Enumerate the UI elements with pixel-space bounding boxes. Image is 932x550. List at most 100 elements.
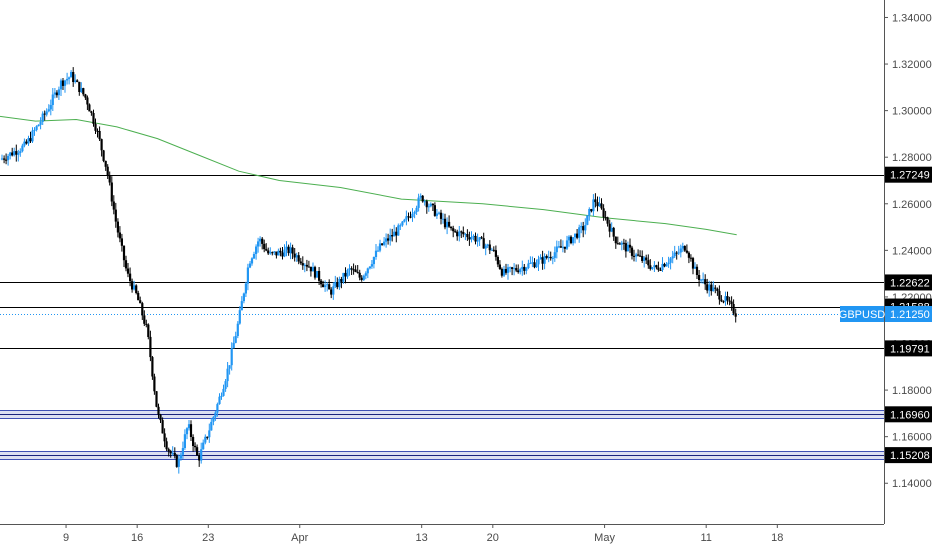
candle [494,245,497,261]
candle-body [124,260,128,269]
candle [139,296,142,304]
candle [643,256,646,268]
candle-body [5,159,8,161]
candle [124,255,128,272]
candle-body [608,223,611,232]
candle-body [630,247,634,256]
candle [187,420,191,431]
candle [462,226,465,238]
candle [291,244,294,260]
candle-body [192,437,195,446]
candle-body [720,299,723,302]
candle [411,208,414,222]
candle [415,205,418,215]
candle-body [401,221,404,226]
candles [0,67,737,474]
candle-body [63,80,67,86]
candle [567,235,571,247]
time-axis[interactable]: 9 16 23 Apr 13 20 May 11 18 [63,524,783,544]
candle [346,268,349,279]
candle [33,127,36,136]
candle [141,301,144,320]
candle [287,244,290,256]
candle-body [340,279,343,282]
candle [80,82,83,93]
candle-body [41,113,44,122]
moving-average-line [0,115,737,236]
x-tick-label: May [594,532,615,544]
candle-body [582,226,585,231]
candle [29,131,32,143]
candle-body [698,275,701,280]
candle-body [427,206,430,208]
candle-body [437,212,441,214]
candle-body [458,231,461,237]
candle-body [129,273,132,282]
candle [185,427,189,440]
candle [11,147,14,157]
candle [53,88,56,99]
candle-body [350,268,353,270]
x-tick-label: 13 [416,532,428,544]
y-tick-label: 1.16000 [892,432,932,444]
candle-body [578,227,581,238]
candle [393,224,396,237]
candle [657,261,660,272]
candle-body [94,123,97,131]
level-tag-text: 1.16960 [890,409,930,421]
candle-body [439,212,443,219]
candle [681,242,684,253]
candle [734,308,737,323]
candle-body [443,218,447,228]
candle [354,265,357,273]
candle-body [96,130,99,132]
level-tag-bg [885,447,932,464]
candle-body [19,151,22,153]
y-tick-label: 1.30000 [892,106,932,118]
candle [66,72,69,85]
candle-body [504,269,508,273]
candle-body [263,243,266,250]
candle [104,160,107,171]
candle-body [415,207,418,212]
candle [342,272,345,284]
x-tick-label: 9 [63,532,69,544]
candle [23,138,26,148]
candle [517,264,520,274]
candle-body [381,243,384,245]
candle [198,452,201,467]
candle [482,232,485,249]
candle [356,265,359,274]
candle-body [378,243,382,251]
candle-body [460,231,463,233]
candle [344,267,347,284]
candle [669,257,672,270]
candle-body [511,267,514,269]
candle-body [628,244,632,248]
candle-body [726,296,729,301]
candle [102,149,105,163]
candle [336,277,339,290]
candle-body [590,209,593,212]
candle [362,274,365,281]
candle-body [655,265,658,268]
candle-body [584,225,587,231]
candle [437,211,441,215]
candle-body [104,160,107,167]
candle-body [413,212,416,214]
candle-body [342,272,345,282]
candle [175,454,178,468]
candle-body [332,286,335,295]
candle-body [687,252,690,258]
candle [606,216,609,227]
candle-body [403,219,406,222]
candle [702,272,705,284]
candle-body [681,246,684,249]
candle-body [716,288,719,291]
candle [578,224,581,243]
candle-body [57,89,60,96]
y-tick-label: 1.14000 [892,478,932,490]
candle [145,319,148,328]
candle [297,252,300,265]
